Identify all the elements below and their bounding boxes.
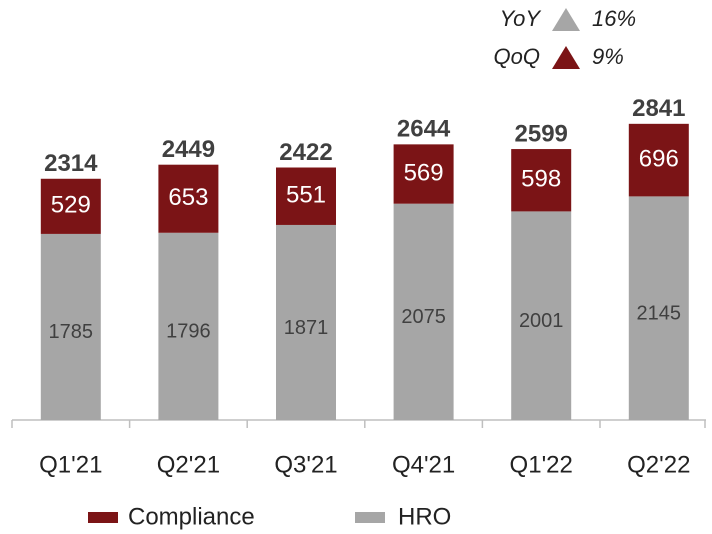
- segment-label: 569: [404, 159, 444, 186]
- annotation-label: YoY: [500, 6, 542, 31]
- legend-swatch: [355, 512, 385, 523]
- legend-label: HRO: [398, 503, 451, 530]
- bar-segment: [628, 196, 689, 420]
- bar-segment: [511, 211, 572, 420]
- x-tick-label: Q3'21: [274, 451, 337, 478]
- bar-segment: [276, 224, 336, 420]
- segment-label: 529: [51, 192, 91, 219]
- segment-label: 2145: [637, 302, 682, 324]
- bar-segment: [276, 167, 336, 225]
- x-tick-label: Q2'21: [157, 451, 220, 478]
- segment-label: 653: [168, 184, 208, 211]
- annotation-label: QoQ: [494, 44, 540, 69]
- legend-swatch: [88, 512, 118, 523]
- total-label: 2599: [515, 120, 568, 147]
- total-label: 2449: [162, 136, 215, 163]
- x-tick-label: Q2'22: [627, 451, 690, 478]
- segment-label: 1871: [284, 317, 329, 339]
- total-label: 2314: [44, 150, 98, 177]
- total-label: 2644: [397, 116, 451, 143]
- segment-label: 551: [286, 182, 326, 209]
- bar-segment: [393, 144, 454, 204]
- annotation-value: 9%: [592, 44, 624, 69]
- segment-label: 696: [639, 145, 679, 172]
- legend-label: Compliance: [128, 503, 255, 530]
- x-tick-label: Q1'22: [510, 451, 573, 478]
- segment-label: 2001: [519, 310, 564, 332]
- x-tick-label: Q1'21: [39, 451, 102, 478]
- total-label: 2841: [632, 95, 685, 122]
- segment-label: 1785: [49, 321, 94, 343]
- bar-segment: [40, 178, 101, 234]
- bar-segment: [40, 233, 101, 420]
- bar-segment: [393, 203, 454, 420]
- bar-segment: [511, 149, 572, 212]
- annotation-arrow: [552, 8, 580, 31]
- segment-label: 1796: [166, 321, 211, 343]
- total-label: 2422: [279, 139, 332, 166]
- annotation-arrow: [552, 46, 580, 69]
- annotation-value: 16%: [592, 6, 636, 31]
- segment-label: 2075: [401, 306, 446, 328]
- bar-segment: [158, 232, 219, 420]
- bar-segment: [158, 164, 219, 233]
- segment-label: 598: [521, 166, 561, 193]
- x-tick-label: Q4'21: [392, 451, 455, 478]
- bar-segment: [628, 123, 689, 197]
